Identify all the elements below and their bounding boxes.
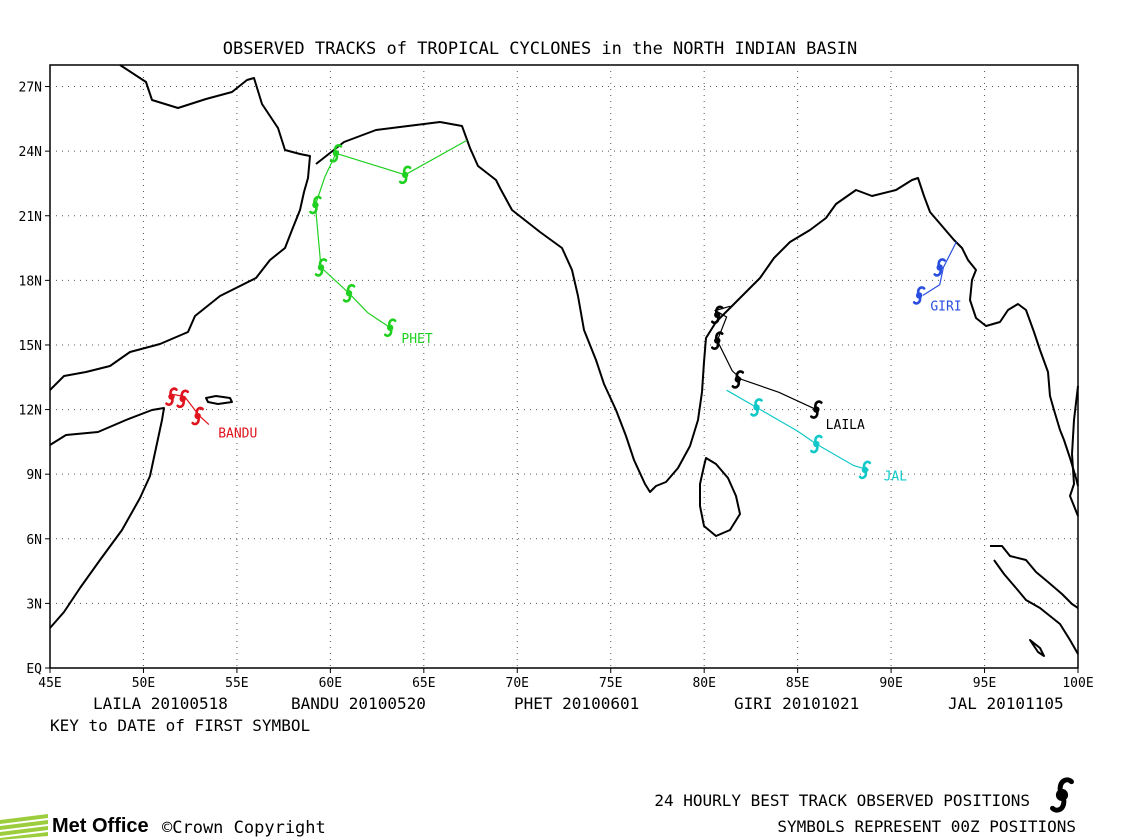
coast-myanmar-islands	[993, 559, 1079, 655]
track-label: GIRI	[930, 300, 961, 315]
cyclone-position-icon	[383, 318, 397, 337]
lat-tick-label: 18N	[19, 274, 42, 289]
cyclone-position-icon	[858, 460, 872, 480]
date-key: LAILA 20100518 BANDU 20100520 PHET 2010060…	[93, 694, 1064, 713]
lat-tick-label: 6N	[26, 533, 42, 548]
track-line	[922, 241, 958, 296]
lat-tick-label: 15N	[19, 339, 42, 354]
cyclone-position-icon	[309, 195, 322, 215]
lon-tick-label: 85E	[786, 676, 809, 691]
logo-stripes-icon	[0, 814, 48, 840]
lon-tick-label: 95E	[973, 676, 996, 691]
lon-tick-label: 45E	[38, 676, 61, 691]
cyclone-position-icon	[342, 284, 356, 303]
lon-tick-label: 75E	[599, 676, 622, 691]
track-line	[726, 389, 869, 471]
track-line	[314, 139, 468, 329]
lon-tick-label: 80E	[692, 676, 715, 691]
cyclone-position-icon	[176, 389, 190, 409]
track-label: PHET	[401, 332, 432, 347]
track-label: BANDU	[218, 427, 257, 442]
coast-pakistan-india-west	[315, 121, 1079, 493]
cyclone-position-icon	[810, 400, 823, 419]
lon-tick-label: 60E	[319, 676, 342, 691]
logo-text: Met Office	[52, 815, 149, 837]
map-frame	[49, 64, 1079, 669]
lon-tick-label: 90E	[879, 676, 902, 691]
lat-tick-label: 21N	[19, 210, 42, 225]
cyclone-position-icon	[933, 258, 946, 277]
latitude-labels: EQ 3N 6N 9N 12N 15N 18N 21N 24N 27N	[19, 81, 43, 677]
track-label: LAILA	[826, 418, 865, 433]
track-giri: GIRI	[912, 241, 962, 315]
cyclone-position-icon	[314, 258, 328, 277]
coast-arabian-peninsula	[49, 64, 311, 391]
legend-line-2: SYMBOLS REPRESENT 00Z POSITIONS	[777, 817, 1076, 836]
key-entry: LAILA 20100518	[93, 694, 228, 713]
coast-socotra	[205, 395, 233, 405]
lat-tick-label: 3N	[26, 597, 42, 612]
track-jal: JAL	[726, 389, 908, 485]
lat-tick-label: 9N	[26, 468, 42, 483]
cyclone-position-icon	[710, 331, 724, 350]
copyright: ©Crown Copyright	[162, 818, 326, 838]
cyclone-position-icon	[165, 387, 178, 406]
coast-sumatra-tip	[1029, 639, 1045, 657]
key-entry: GIRI 20101021	[734, 694, 859, 713]
cyclone-position-icon	[710, 305, 724, 325]
cyclone-position-icon	[731, 370, 745, 389]
key-caption: KEY to DATE of FIRST SYMBOL	[50, 716, 310, 735]
map-title: OBSERVED TRACKS of TROPICAL CYCLONES in …	[223, 39, 858, 59]
lon-tick-label: 55E	[225, 676, 248, 691]
lat-tick-label: 24N	[19, 145, 42, 160]
key-entry: JAL 20101105	[948, 694, 1064, 713]
lon-tick-label: 50E	[132, 676, 155, 691]
key-entry: PHET 20100601	[514, 694, 639, 713]
coast-malay-peninsula	[990, 545, 1079, 609]
lat-tick-label: 12N	[19, 404, 42, 419]
cyclone-position-icon	[398, 165, 412, 185]
graticule	[45, 65, 1079, 673]
lon-tick-label: 65E	[412, 676, 435, 691]
coastlines	[49, 64, 1079, 657]
track-line	[173, 393, 210, 426]
cyclone-symbol-glyph	[1050, 777, 1074, 813]
lat-tick-label: EQ	[26, 662, 42, 677]
track-phet: PHET	[309, 139, 468, 347]
cyclone-position-icon	[191, 406, 204, 426]
cyclone-position-icon	[329, 144, 343, 163]
coast-africa-horn	[49, 407, 165, 629]
coast-far-east	[1069, 385, 1079, 517]
track-line	[713, 305, 817, 411]
lat-tick-label: 27N	[19, 81, 42, 96]
coast-sri-lanka	[699, 457, 741, 537]
key-entry: BANDU 20100520	[291, 694, 426, 713]
lon-tick-label: 70E	[506, 676, 529, 691]
longitude-labels: 45E 50E 55E 60E 65E 70E 75E 80E 85E 90E 95E 100E	[38, 676, 1093, 691]
cyclone-position-icon	[750, 398, 763, 417]
track-bandu: BANDU	[165, 387, 257, 442]
met-office-logo: Met Office	[0, 814, 149, 840]
lon-tick-label: 100E	[1062, 676, 1093, 691]
cyclone-position-icon	[810, 434, 823, 454]
legend-line-1: 24 HOURLY BEST TRACK OBSERVED POSITIONS	[654, 791, 1030, 810]
track-laila: LAILA	[710, 305, 865, 433]
cyclone-position-icon	[912, 286, 926, 305]
cyclone-symbol-icon	[1050, 777, 1074, 813]
track-label: JAL	[884, 470, 908, 485]
cyclone-tracks: LAILA BANDU PHET GIRI JAL	[165, 139, 962, 485]
